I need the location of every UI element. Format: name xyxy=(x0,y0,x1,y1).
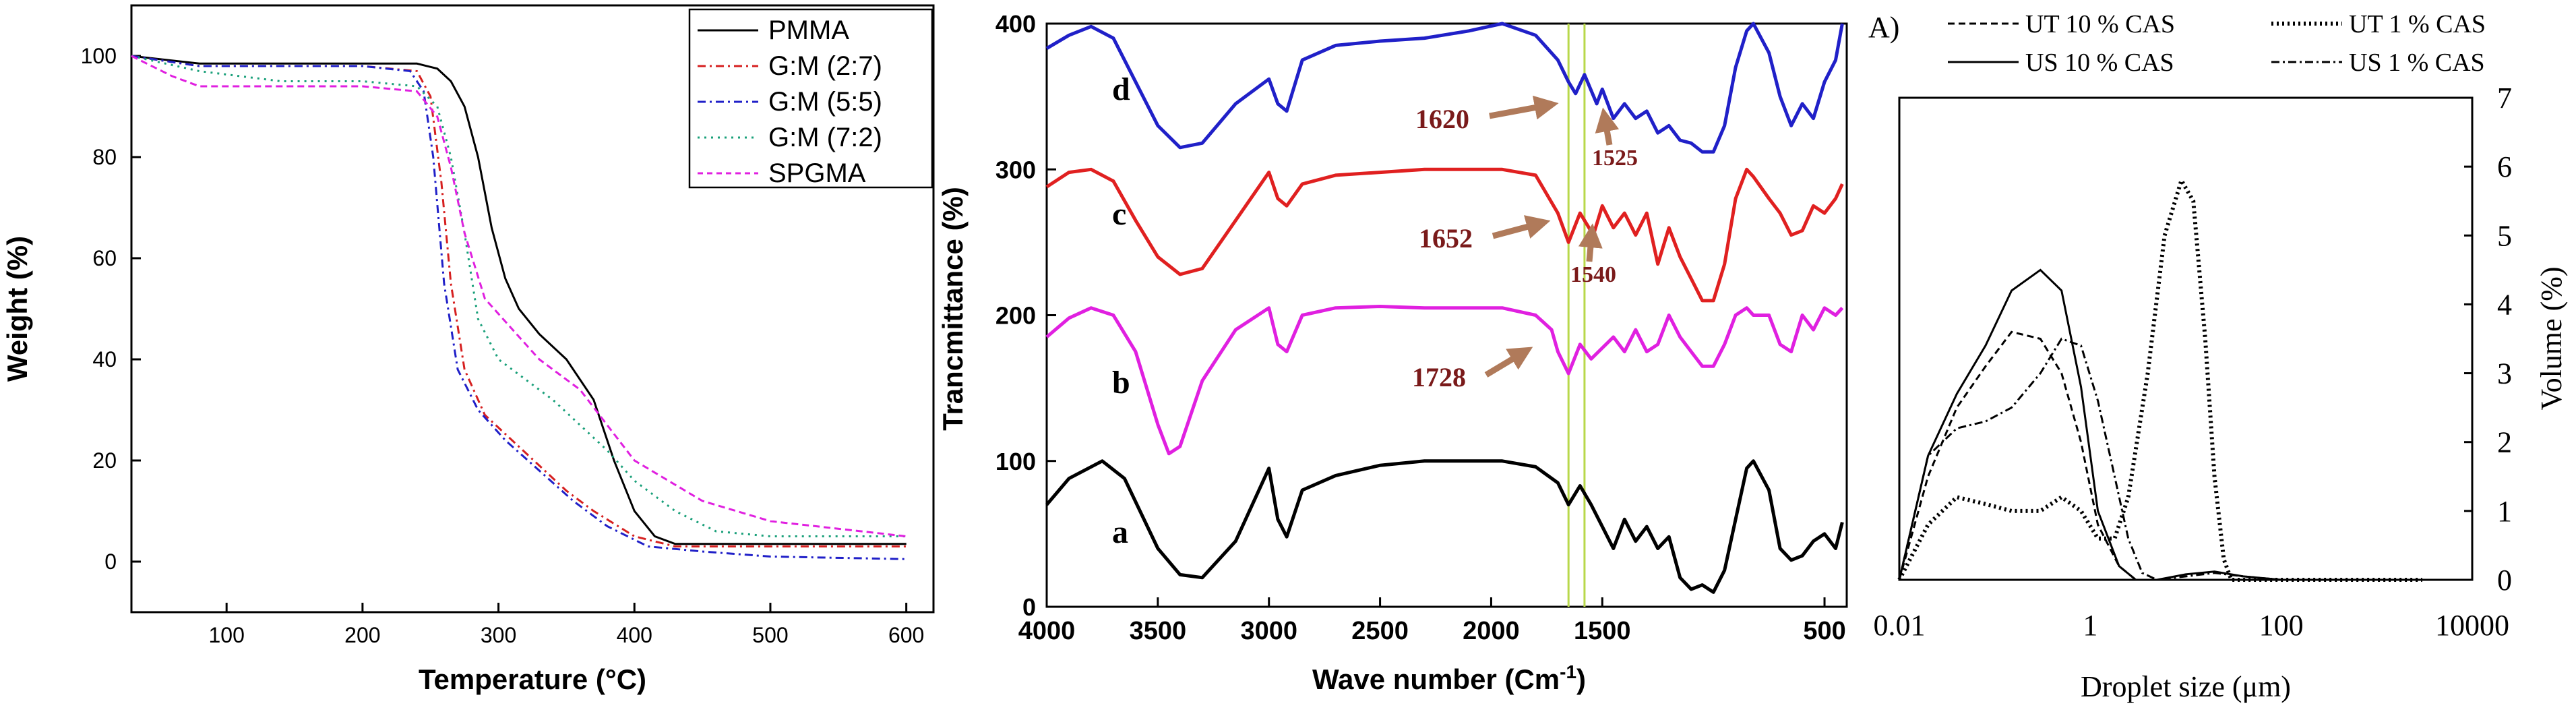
ftir-x-ticks: 4000 3500 3000 2500 2000 1500 500 xyxy=(1018,597,1846,645)
droplet-plot-frame xyxy=(1898,96,2474,581)
tga-y-tick-label: 40 xyxy=(92,347,117,371)
tga-x-tick-label: 500 xyxy=(752,623,788,647)
droplet-panel-label: A) xyxy=(1868,11,1899,44)
ftir-series-group xyxy=(1045,22,1844,594)
tga-legend-label-gm55: G:M (5:5) xyxy=(768,87,882,117)
tga-x-tick-label: 200 xyxy=(344,623,380,647)
tga-x-tick-label: 400 xyxy=(617,623,652,647)
ftir-x-tick-label: 500 xyxy=(1803,617,1845,645)
droplet-legend-label-us10: US 10 % CAS xyxy=(2025,49,2174,77)
tga-legend: PMMA G:M (2:7) G:M (5:5) G:M (7:2) SPGMA xyxy=(688,8,933,189)
droplet-y-tick-label: 1 xyxy=(2497,495,2512,528)
tga-legend-label-pmma: PMMA xyxy=(768,16,849,45)
ftir-x-tick-label: 1500 xyxy=(1574,617,1631,645)
tga-chart: 100 200 300 400 500 600 0 20 40 60 80 100 Temperat… xyxy=(1,4,935,695)
ftir-y-axis-label: Trancmittance (%) xyxy=(937,187,969,431)
droplet-legend-label-ut10: UT 10 % CAS xyxy=(2025,10,2175,38)
ftir-annotation-1620: 1620 xyxy=(1415,104,1469,134)
ftir-y-tick-label: 200 xyxy=(995,302,1036,330)
ftir-annotation-1540: 1540 xyxy=(1570,262,1616,287)
ftir-x-axis-label: Wave number (Cm-1) xyxy=(1312,661,1586,695)
tga-series-line-0 xyxy=(131,55,907,545)
ftir-y-tick-label: 100 xyxy=(995,448,1036,475)
droplet-x-axis-label: Droplet size (μm) xyxy=(2081,670,2291,703)
ftir-x-tick-label: 2000 xyxy=(1463,617,1520,645)
droplet-legend: UT 10 % CAS UT 1 % CAS US 10 % CAS US 1 … xyxy=(1948,10,2486,77)
tga-legend-label-spgma: SPGMA xyxy=(768,158,866,188)
tga-series-line-2 xyxy=(131,55,907,560)
droplet-y-ticks: 0 1 2 3 4 5 6 7 xyxy=(2464,82,2512,597)
tga-y-tick-label: 0 xyxy=(104,549,117,574)
ftir-x-tick-label: 3000 xyxy=(1240,617,1297,645)
droplet-series-line-0 xyxy=(1898,330,2422,581)
droplet-series-line-3 xyxy=(1898,337,2422,581)
tga-x-tick-label: 600 xyxy=(888,623,924,647)
droplet-y-tick-label: 4 xyxy=(2497,288,2512,321)
droplet-y-tick-label: 0 xyxy=(2497,564,2512,597)
ftir-x-tick-label: 4000 xyxy=(1018,617,1076,645)
droplet-series-line-1 xyxy=(1897,175,2422,582)
ftir-y-tick-label: 0 xyxy=(1022,593,1036,621)
droplet-legend-label-ut1: UT 1 % CAS xyxy=(2349,10,2486,38)
ftir-guide-lines xyxy=(1567,24,1586,607)
tga-y-tick-label: 100 xyxy=(81,44,117,68)
tga-y-axis-label: Weight (%) xyxy=(1,236,33,382)
droplet-size-chart: A) UT 10 % CAS UT 1 % CAS US 10 % CAS US… xyxy=(1868,10,2568,703)
tga-series-group xyxy=(131,55,907,560)
ftir-series-label-b: b xyxy=(1112,365,1130,400)
ftir-y-ticks: 0 100 200 300 400 xyxy=(995,10,1056,621)
droplet-y-tick-label: 3 xyxy=(2497,357,2512,390)
ftir-spectrum-a xyxy=(1045,459,1844,594)
ftir-series-label-c: c xyxy=(1112,196,1126,232)
tga-x-ticks: 100 200 300 400 500 600 xyxy=(208,603,924,647)
ftir-y-tick-label: 400 xyxy=(995,10,1036,38)
droplet-y-tick-label: 6 xyxy=(2497,150,2512,183)
ftir-arrow-1728 xyxy=(1484,347,1533,378)
ftir-annotation-1525: 1525 xyxy=(1592,146,1638,171)
ftir-annotation-1728: 1728 xyxy=(1412,362,1466,392)
ftir-spectrum-c xyxy=(1045,167,1844,303)
ftir-arrow-1540 xyxy=(1578,223,1603,262)
droplet-legend-label-us1: US 1 % CAS xyxy=(2349,49,2485,77)
droplet-y-tick-label: 5 xyxy=(2497,219,2512,252)
ftir-arrow-1620 xyxy=(1489,95,1559,120)
ftir-x-tick-label: 3500 xyxy=(1130,617,1187,645)
tga-legend-label-gm72: G:M (7:2) xyxy=(768,123,882,152)
droplet-series-group xyxy=(1897,175,2422,582)
tga-series-line-4 xyxy=(131,55,907,537)
tga-y-tick-label: 80 xyxy=(92,145,117,169)
tga-y-ticks: 0 20 40 60 80 100 xyxy=(81,44,141,574)
droplet-series-line-2 xyxy=(1898,268,2422,581)
ftir-arrow-1525 xyxy=(1595,107,1620,146)
ftir-spectrum-d xyxy=(1045,22,1844,154)
droplet-x-tick-label: 100 xyxy=(2259,609,2304,642)
ftir-y-tick-label: 300 xyxy=(995,156,1036,183)
tga-x-tick-label: 300 xyxy=(481,623,516,647)
ftir-arrow-1652 xyxy=(1492,215,1551,239)
tga-x-axis-label: Temperature (°C) xyxy=(419,663,646,695)
tga-legend-box xyxy=(688,8,933,189)
droplet-x-tick-label: 0.01 xyxy=(1874,609,1926,642)
droplet-x-tick-label: 10000 xyxy=(2435,609,2509,642)
ftir-series-label-d: d xyxy=(1112,71,1130,107)
droplet-y-tick-label: 7 xyxy=(2497,82,2512,115)
tga-y-tick-label: 60 xyxy=(92,246,117,270)
tga-x-tick-label: 100 xyxy=(208,623,244,647)
ftir-spectrum-b xyxy=(1045,305,1844,456)
ftir-chart: 4000 3500 3000 2500 2000 1500 500 0 100 200 300 40… xyxy=(937,10,1848,695)
ftir-annotation-1652: 1652 xyxy=(1419,223,1473,253)
ftir-series-label-a: a xyxy=(1112,514,1128,550)
ftir-x-tick-label: 2500 xyxy=(1351,617,1409,645)
tga-plot-frame xyxy=(130,4,935,614)
tga-y-tick-label: 20 xyxy=(92,448,117,473)
droplet-x-ticks: 0.01 1 100 10000 xyxy=(1874,609,2510,642)
droplet-y-axis-label: Volume (%) xyxy=(2535,266,2568,410)
ftir-annotations: 1620 1525 1652 1540 1728 xyxy=(1412,95,1638,392)
droplet-y-tick-label: 2 xyxy=(2497,426,2512,459)
tga-legend-label-gm27: G:M (2:7) xyxy=(768,51,882,81)
droplet-x-tick-label: 1 xyxy=(2083,609,2097,642)
